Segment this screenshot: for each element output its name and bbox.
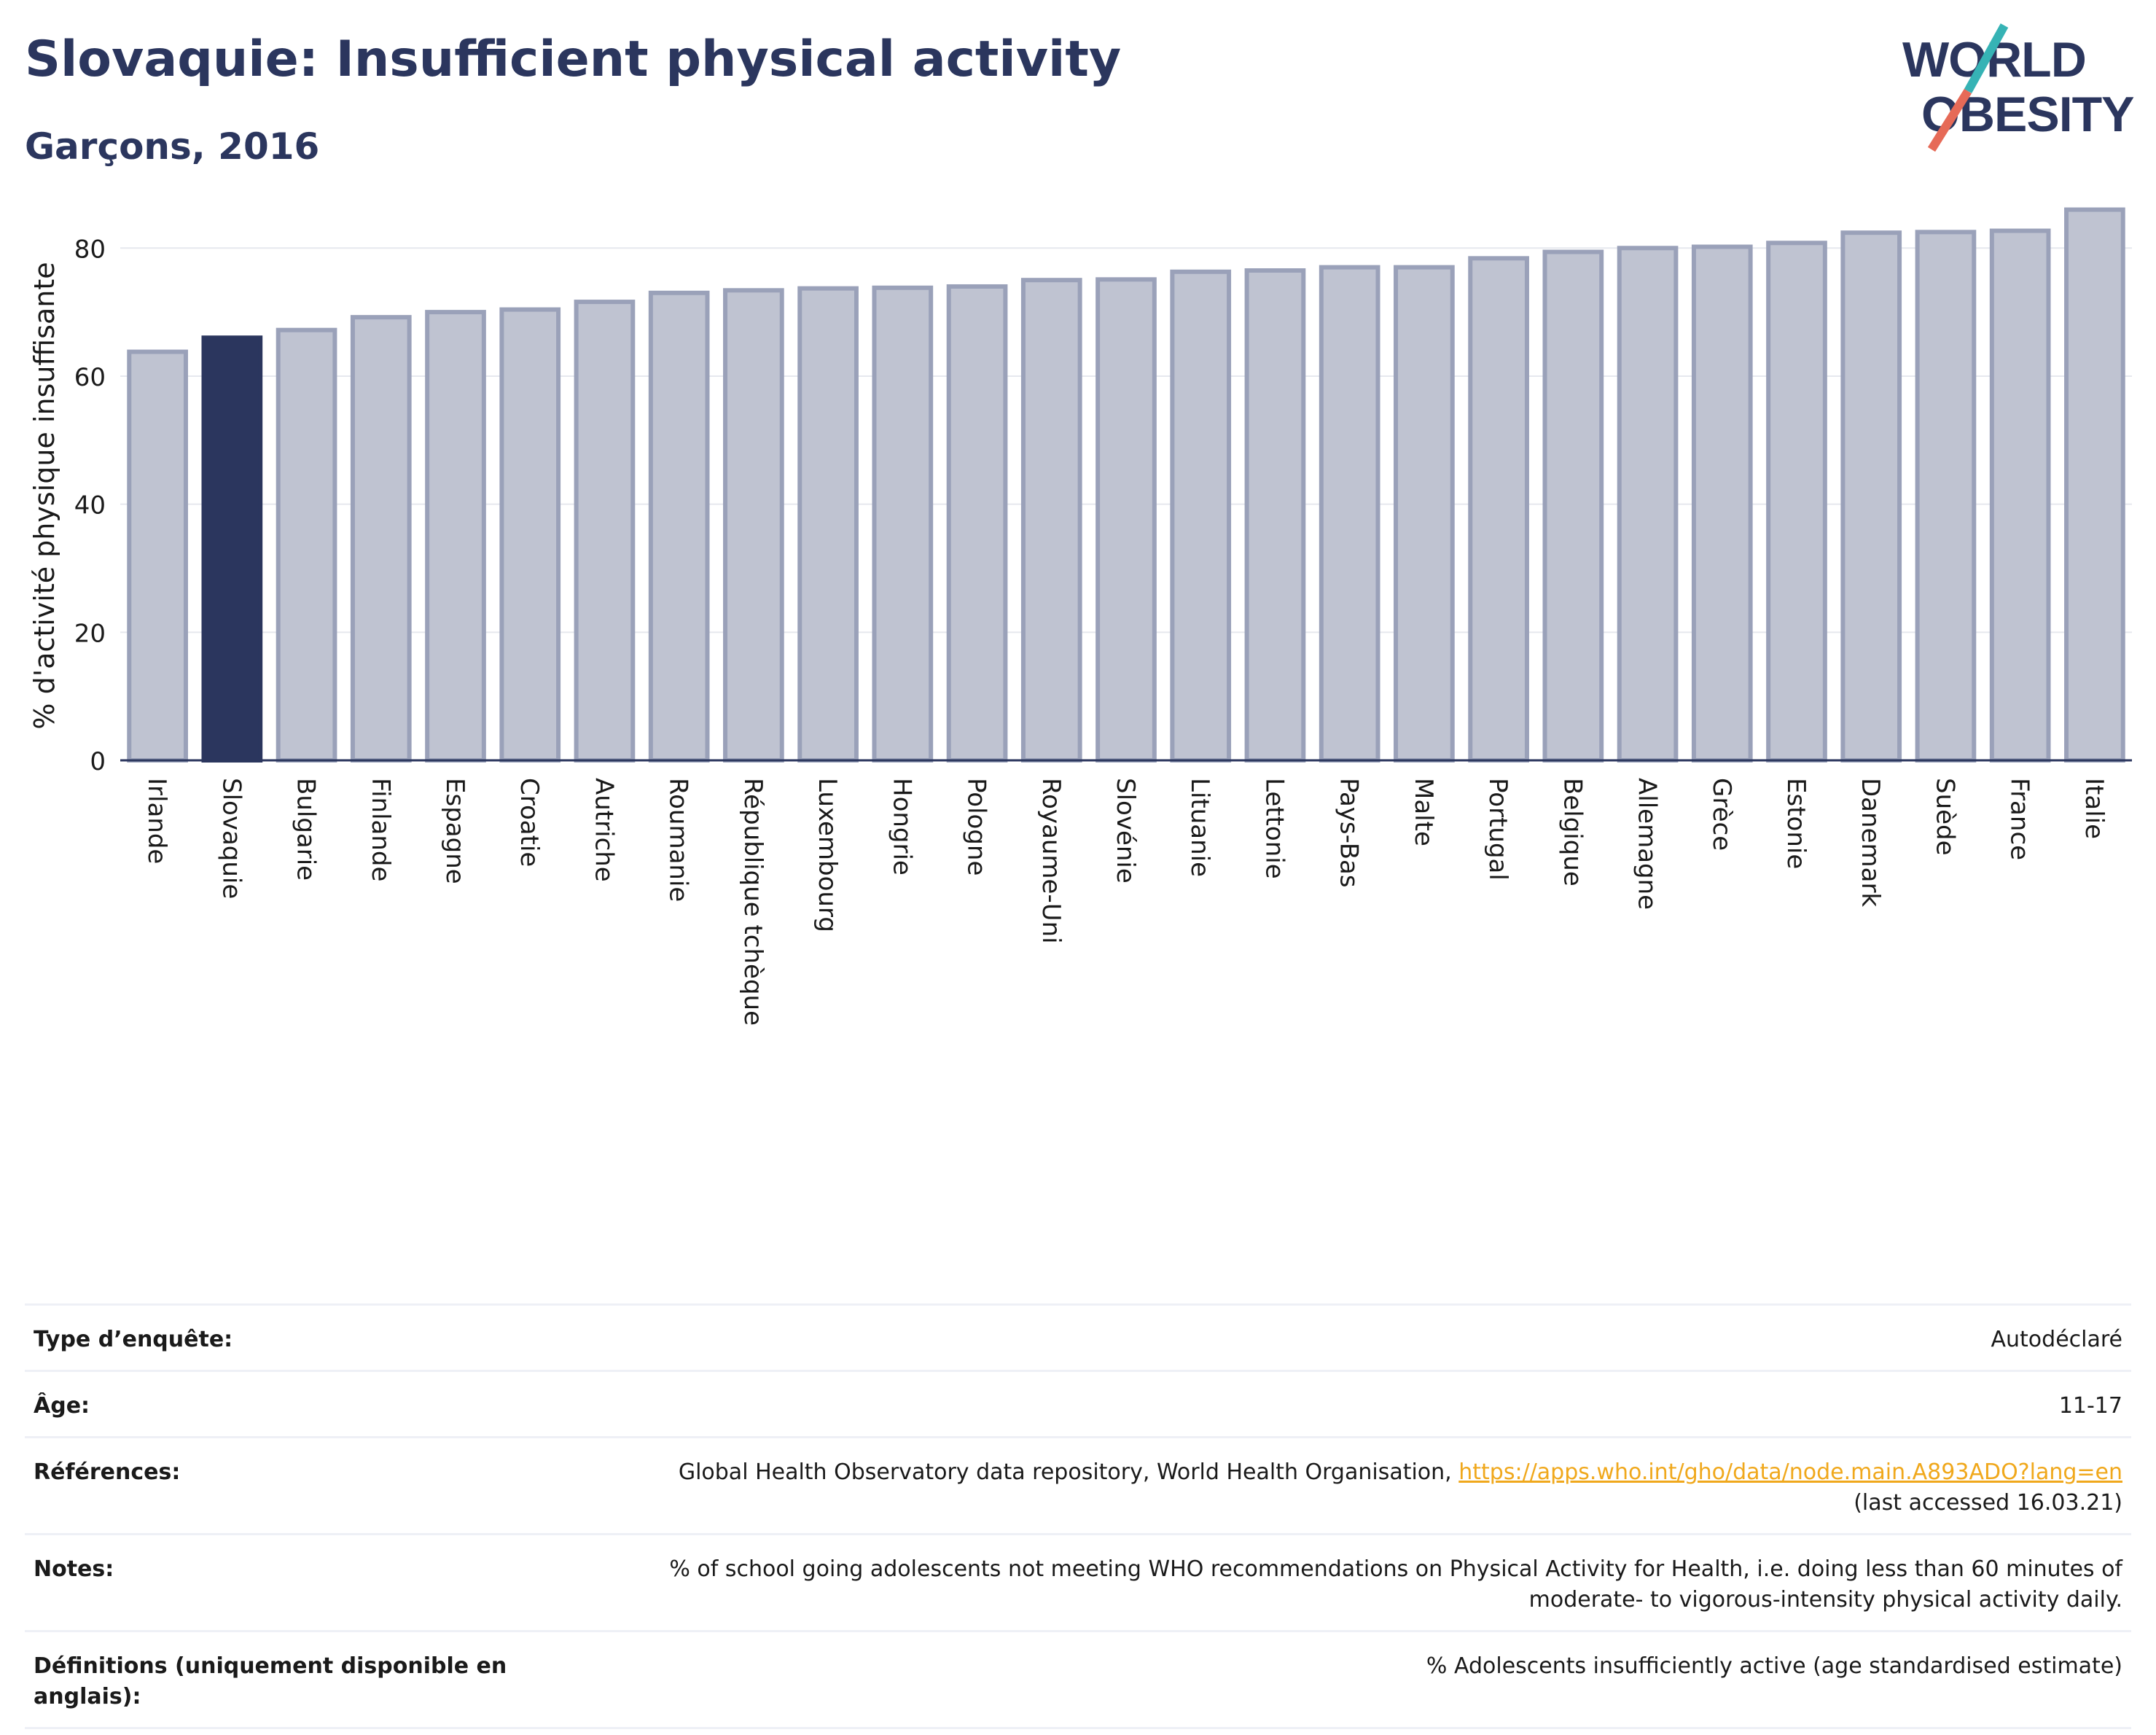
bar-irlande <box>127 349 188 763</box>
bar-lituanie <box>1170 269 1232 763</box>
info-row-definitions: Définitions (uniquement disponible en an… <box>25 1630 2131 1729</box>
x-tick-label: Croatie <box>515 778 544 867</box>
bar-slov-nie <box>1095 277 1157 763</box>
bar-pays-bas <box>1319 265 1380 763</box>
chart-subtitle: Garçons, 2016 <box>25 125 320 168</box>
info-label: Références: <box>34 1459 181 1485</box>
x-tick-label: République tchèque <box>738 778 768 1026</box>
bars <box>127 207 2125 763</box>
reference-accessed: (last accessed 16.03.21) <box>1854 1490 2122 1516</box>
bar-espagne <box>425 310 486 763</box>
x-tick-label: Pologne <box>962 778 991 876</box>
x-tick-label: Hongrie <box>887 778 916 876</box>
x-tick-label: Pays-Bas <box>1335 778 1364 888</box>
x-tick-label: Espagne <box>440 778 469 884</box>
x-tick-label: Bulgarie <box>292 778 321 881</box>
y-tick-label: 40 <box>74 491 106 520</box>
info-label: Type d’enquête: <box>34 1327 233 1352</box>
y-tick-label: 0 <box>90 747 106 776</box>
x-tick-label: Belgique <box>1558 778 1587 886</box>
info-value: Global Health Observatory data repositor… <box>544 1457 2122 1518</box>
bar-slovaquie <box>201 335 263 763</box>
x-tick-label: Royaume-Uni <box>1036 778 1066 944</box>
x-tick-label: Suède <box>1930 778 1959 856</box>
info-row-notes: Notes: % of school going adolescents not… <box>25 1533 2131 1630</box>
x-tick-label: Danemark <box>1856 778 1885 907</box>
bar-su-de <box>1915 230 1977 763</box>
bar-bulgarie <box>276 327 337 763</box>
bar-italie <box>2064 207 2125 763</box>
x-tick-label: Finlande <box>366 778 395 881</box>
info-table: Type d’enquête: Autodéclaré Âge: 11-17 R… <box>25 1303 2131 1729</box>
bar-autriche <box>574 300 636 763</box>
bar-allemagne <box>1617 246 1679 763</box>
info-value: % Adolescents insufficiently active (age… <box>1426 1653 2122 1679</box>
info-value: Autodéclaré <box>1991 1327 2123 1352</box>
y-axis-label: % d'activité physique insuffisante <box>28 262 60 729</box>
bar-chart: 0 20 40 60 80 Irlande Slovaquie Bulgarie Finland… <box>28 207 2132 1026</box>
info-label: Notes: <box>34 1556 114 1582</box>
bar-lettonie <box>1244 268 1306 763</box>
x-tick-label: Slovaquie <box>216 778 246 899</box>
x-tick-label: Irlande <box>142 778 171 864</box>
bar-malte <box>1394 265 1455 763</box>
bar-belgique <box>1542 249 1604 763</box>
info-row-age: Âge: 11-17 <box>25 1370 2131 1436</box>
bar-royaume-uni <box>1020 278 1082 763</box>
reference-link[interactable]: https://apps.who.int/gho/data/node.main.… <box>1458 1459 2122 1485</box>
bar-roumanie <box>648 290 710 763</box>
bar-gr-ce <box>1691 244 1753 763</box>
chart-title: Slovaquie: Insufficient physical activit… <box>25 31 1122 88</box>
y-tick-label: 60 <box>74 363 106 392</box>
x-tick-label: Portugal <box>1483 778 1512 881</box>
notes-text: % of school going adolescents not meetin… <box>669 1556 2122 1582</box>
info-value: % of school going adolescents not meetin… <box>544 1554 2122 1615</box>
y-tick-label: 80 <box>74 235 106 264</box>
bar-estonie <box>1766 241 1827 763</box>
bar-pologne <box>946 284 1008 763</box>
bar-croatie <box>499 307 561 763</box>
bar-luxembourg <box>797 286 859 763</box>
bar-hongrie <box>872 285 934 763</box>
bar-finlande <box>350 315 412 763</box>
x-tick-label: Estonie <box>1781 778 1811 869</box>
info-value: 11-17 <box>2058 1393 2122 1419</box>
x-tick-label: Italie <box>2079 778 2109 839</box>
bar-portugal <box>1468 256 1529 763</box>
x-tick-label: Malte <box>1409 778 1438 846</box>
notes-text-cont: moderate- to vigorous-intensity physical… <box>1528 1587 2122 1613</box>
info-label: Âge: <box>34 1393 90 1419</box>
info-label: Définitions (uniquement disponible en an… <box>34 1653 507 1709</box>
y-tick-label: 20 <box>74 619 106 648</box>
bar-r-publique-tch-que <box>723 288 784 763</box>
x-tick-label: Autriche <box>589 778 618 882</box>
info-row-references: Références: Global Health Observatory da… <box>25 1436 2131 1533</box>
world-obesity-logo: WORLD OBESITY <box>1902 23 2135 152</box>
axes: 0 20 40 60 80 Irlande Slovaquie Bulgarie Finland… <box>74 235 2132 1026</box>
x-tick-label: Luxembourg <box>813 778 842 932</box>
bar-danemark <box>1840 230 1902 763</box>
reference-text: Global Health Observatory data repositor… <box>678 1459 1452 1485</box>
info-row-survey-type: Type d’enquête: Autodéclaré <box>25 1303 2131 1370</box>
bar-france <box>1989 228 2051 763</box>
x-tick-label: Slovénie <box>1111 778 1140 884</box>
x-tick-label: Roumanie <box>664 778 693 902</box>
x-tick-label: Allemagne <box>1633 778 1662 910</box>
x-tick-label: Lituanie <box>1185 778 1214 877</box>
x-tick-label: Grèce <box>1707 778 1736 851</box>
x-tick-label: Lettonie <box>1259 778 1289 879</box>
x-tick-label: France <box>2005 778 2034 860</box>
